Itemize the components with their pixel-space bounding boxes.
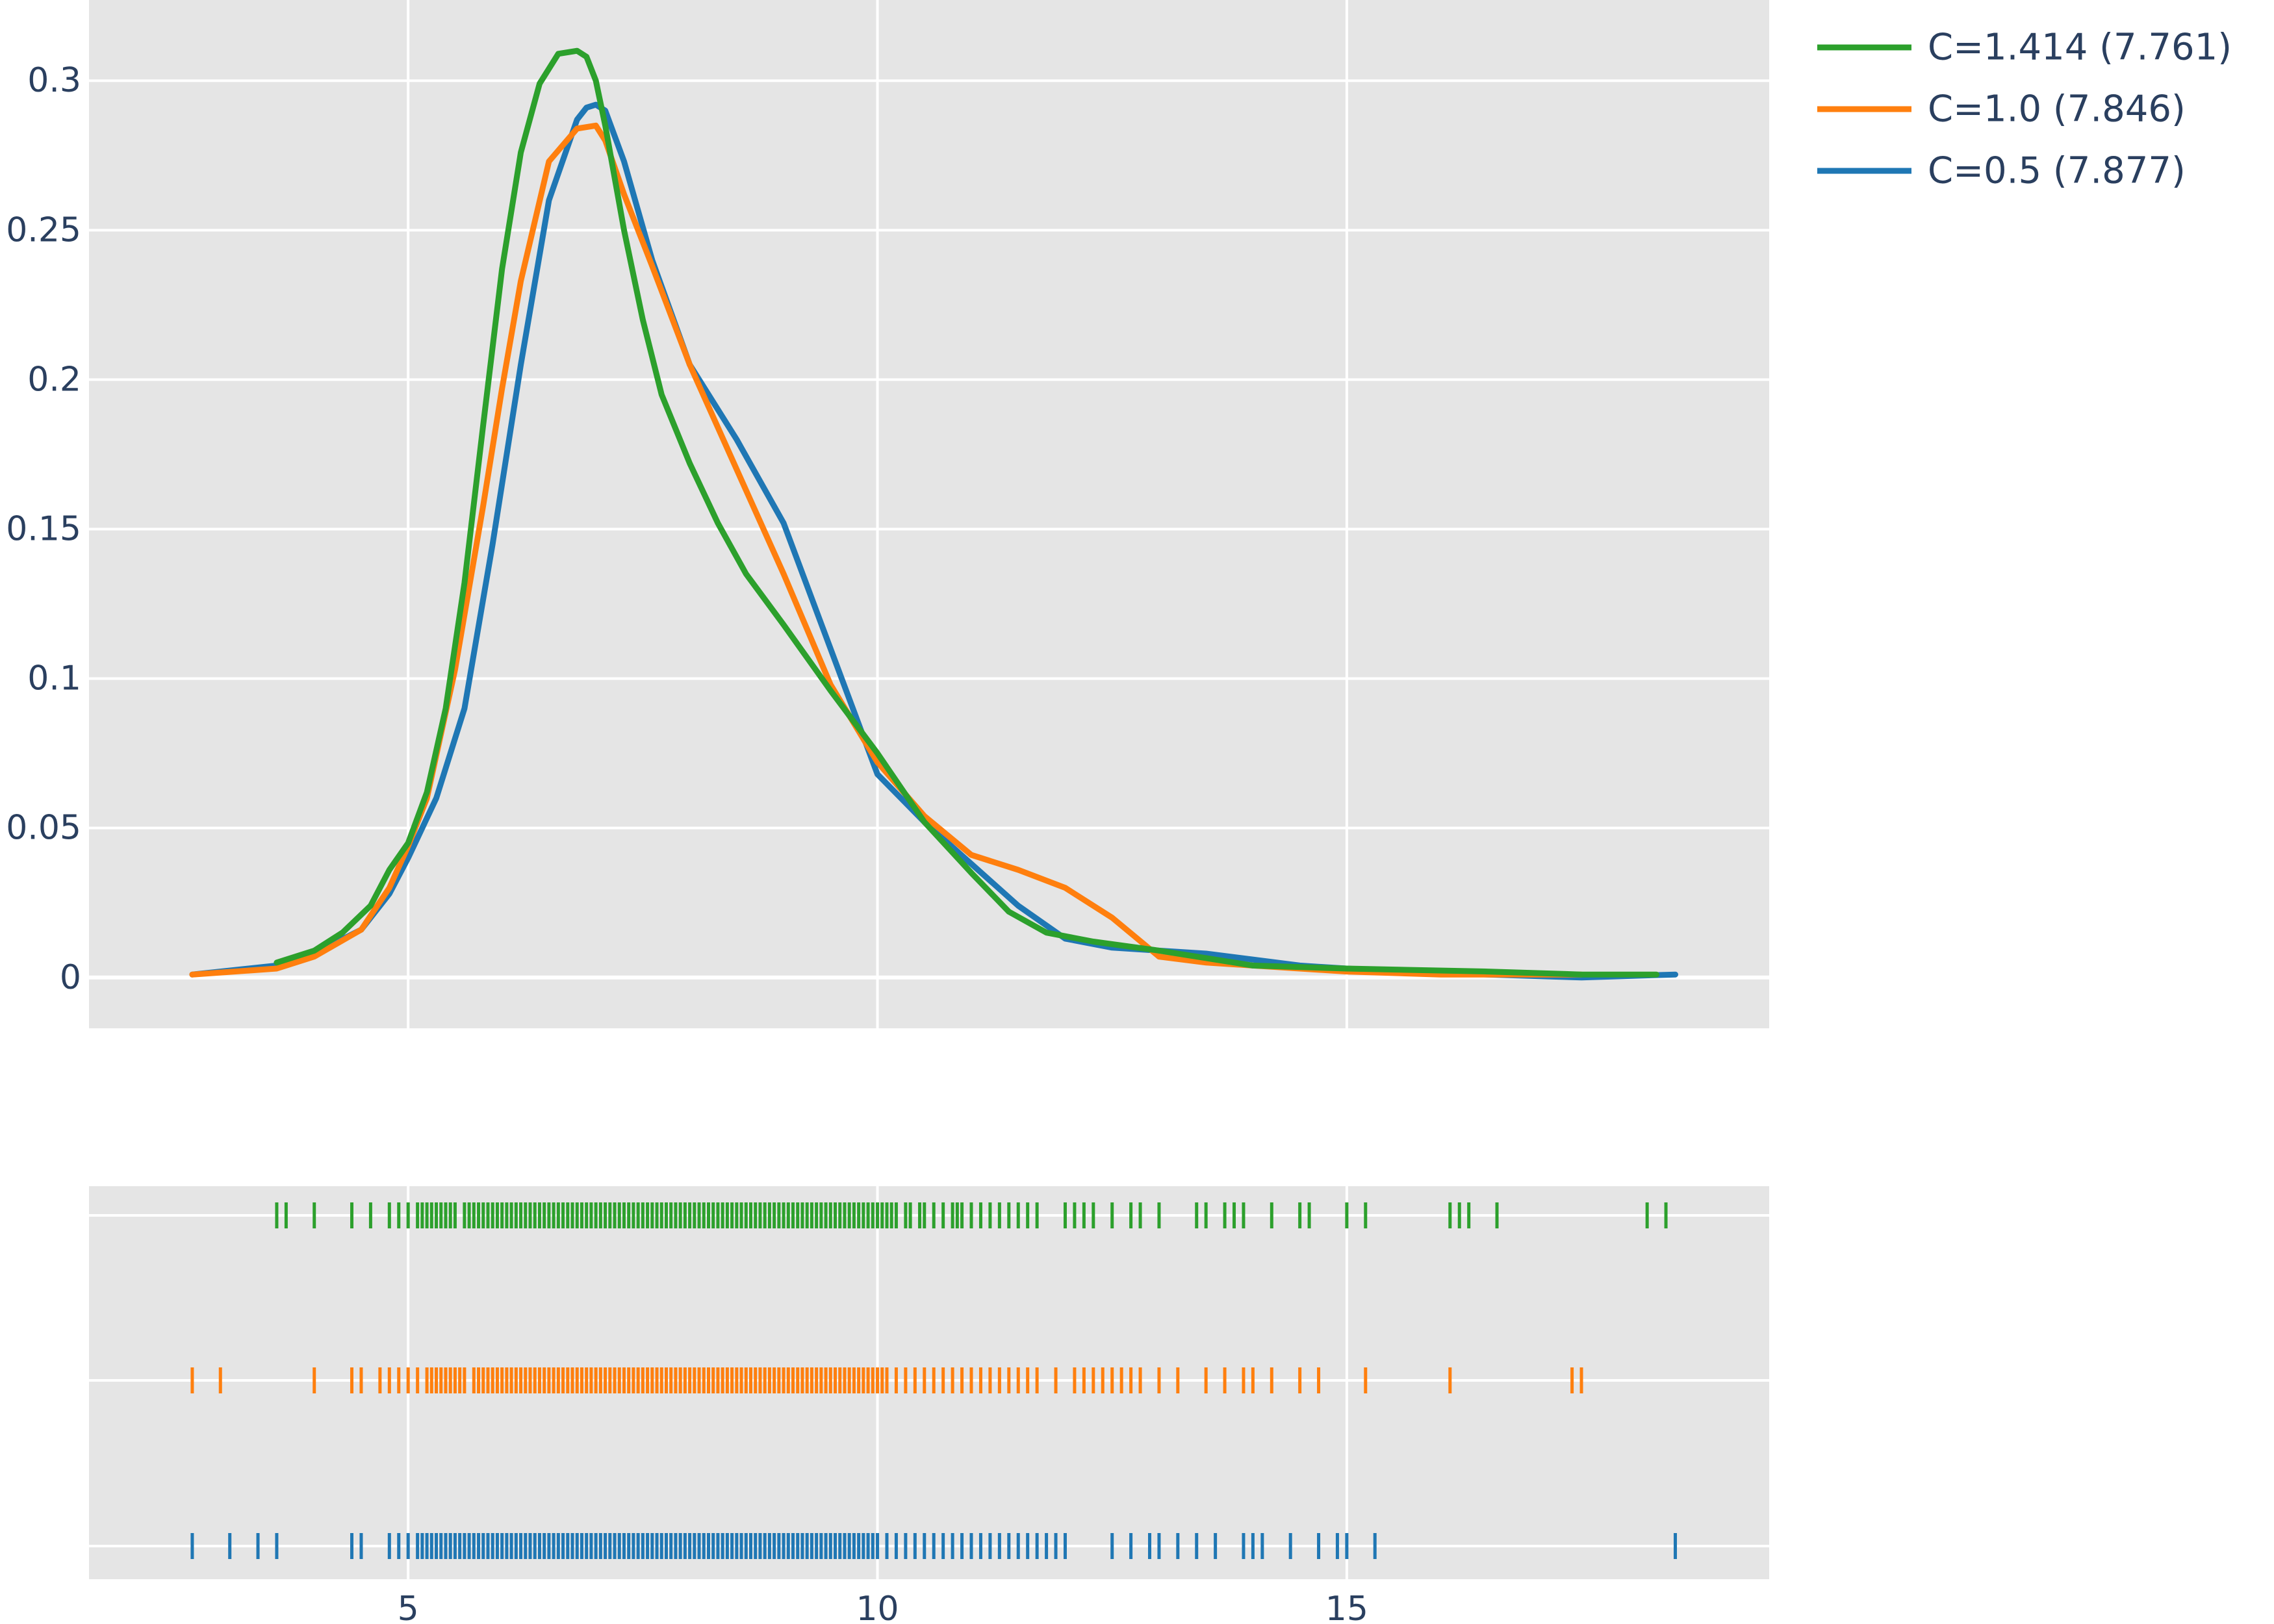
rug-marks	[190, 1202, 1678, 1559]
y-axis-tick-labels: 0 0.05 0.1 0.15 0.2 0.25 0.3	[6, 61, 81, 997]
density-curve-1	[274, 47, 1660, 978]
y-tick-label: 0	[60, 958, 81, 997]
y-tick-label: 0.2	[27, 360, 81, 399]
legend-item[interactable]: C=0.5 (7.877)	[1817, 150, 2186, 192]
y-tick-label: 0.25	[6, 210, 81, 249]
y-tick-label: 0.1	[27, 659, 81, 698]
legend-item[interactable]: C=1.414 (7.761)	[1817, 27, 2232, 69]
x-tick-label: 5	[398, 1590, 419, 1624]
x-tick-label: 10	[856, 1590, 899, 1624]
legend-label: C=1.414 (7.761)	[1928, 27, 2232, 69]
x-tick-label: 15	[1325, 1590, 1368, 1624]
legend[interactable]: C=1.414 (7.761) C=1.0 (7.846) C=0.5 (7.877…	[1817, 27, 2232, 192]
y-tick-label: 0.3	[27, 61, 81, 100]
density-plot-background	[89, 0, 1769, 1028]
rug-plot-background	[89, 1186, 1769, 1579]
legend-label: C=0.5 (7.877)	[1928, 150, 2186, 192]
rug-plot-area: 5 10 15	[89, 1186, 1769, 1624]
legend-item[interactable]: C=1.0 (7.846)	[1817, 88, 2186, 131]
x-axis-tick-labels: 5 10 15	[398, 1590, 1368, 1624]
density-curves	[189, 47, 1678, 981]
density-grid	[89, 0, 1769, 1028]
y-tick-label: 0.05	[6, 809, 81, 848]
legend-label: C=1.0 (7.846)	[1928, 88, 2186, 131]
density-plot-area: 0 0.05 0.1 0.15 0.2 0.25 0.3	[6, 0, 1769, 1028]
y-tick-label: 0.15	[6, 510, 81, 549]
